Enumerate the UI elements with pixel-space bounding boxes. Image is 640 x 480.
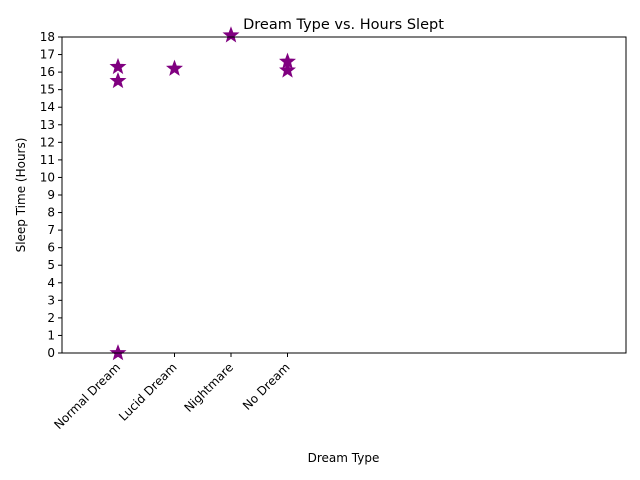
x-axis-label: Dream Type <box>308 451 380 465</box>
data-point <box>109 57 127 75</box>
y-tick-label: 1 <box>47 328 55 342</box>
data-point <box>109 344 127 361</box>
y-tick-label: 16 <box>40 65 55 79</box>
y-tick-label: 9 <box>47 188 55 202</box>
chart-title: Dream Type vs. Hours Slept <box>243 17 444 33</box>
x-tick-label: Nightmare <box>181 360 236 415</box>
y-tick-label: 7 <box>47 223 55 237</box>
y-tick-label: 10 <box>40 170 55 184</box>
data-point <box>109 71 127 89</box>
plot-frame <box>61 36 627 354</box>
y-tick-label: 18 <box>40 30 55 44</box>
data-point <box>279 61 296 78</box>
data-point <box>166 59 183 76</box>
y-tick-label: 15 <box>40 83 55 97</box>
data-points <box>109 26 296 361</box>
y-tick-label: 5 <box>47 258 55 272</box>
y-tick-label: 14 <box>40 100 55 114</box>
y-tick-label: 8 <box>47 206 55 220</box>
y-tick-label: 13 <box>40 118 55 132</box>
y-tick-label: 12 <box>40 135 55 149</box>
y-tick-label: 2 <box>47 311 55 325</box>
x-tick-label: Normal Dream <box>51 360 123 432</box>
y-tick-label: 11 <box>40 153 55 167</box>
y-tick-label: 17 <box>40 48 55 62</box>
x-tick-label: Lucid Dream <box>116 360 179 423</box>
y-axis-label: Sleep Time (Hours) <box>14 138 28 253</box>
y-tick-label: 6 <box>47 241 55 255</box>
y-tick-label: 4 <box>47 276 55 290</box>
y-tick-label: 0 <box>47 346 55 360</box>
y-tick-label: 3 <box>47 293 55 307</box>
data-point <box>222 26 240 43</box>
x-tick-label: No Dream <box>240 360 293 413</box>
